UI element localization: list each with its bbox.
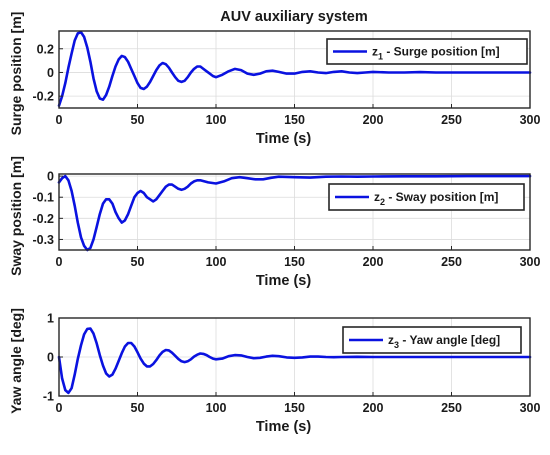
x-tick-label: 300 [520, 255, 541, 269]
y-tick-label: -0.2 [32, 212, 54, 226]
legend-label: - Surge position [m] [383, 45, 500, 59]
x-tick-label: 200 [363, 255, 384, 269]
legend-subscript: 2 [380, 197, 385, 207]
legend-entry: z2 - Sway position [m] [374, 190, 498, 207]
y-tick-label: -0.1 [32, 191, 54, 205]
series-line-surge [57, 30, 532, 107]
x-tick-label: 150 [284, 113, 305, 127]
legend: z3 - Yaw angle [deg] [342, 326, 522, 354]
x-tick-label: 200 [363, 113, 384, 127]
y-axis-label: Surge position [m] [8, 12, 24, 136]
x-axis-label: Time (s) [256, 273, 312, 289]
x-tick-label: 50 [131, 113, 145, 127]
legend-var: z [388, 333, 394, 347]
y-tick-label: -0.3 [32, 233, 54, 247]
legend-label: - Sway position [m] [385, 190, 498, 204]
legend: z1 - Surge position [m] [326, 38, 528, 65]
x-tick-label: 150 [284, 255, 305, 269]
y-tick-label: -1 [43, 390, 54, 404]
legend: z2 - Sway position [m] [328, 183, 525, 211]
x-tick-label: 300 [520, 401, 541, 415]
legend-entry: z1 - Surge position [m] [372, 45, 500, 62]
chart-sway: 0 50 100 150 200 250 300 0 -0.1 -0.2 -0.3 Time (s) S… [8, 156, 540, 289]
x-tick-label: 250 [441, 255, 462, 269]
legend-var: z [374, 190, 380, 204]
legend-entry: z3 - Yaw angle [deg] [388, 333, 500, 350]
series-line-yaw [57, 327, 532, 395]
x-tick-label: 250 [441, 113, 462, 127]
x-tick-label: 0 [56, 113, 63, 127]
legend-subscript: 1 [378, 52, 383, 62]
x-tick-label: 0 [56, 401, 63, 415]
y-tick-label: 1 [47, 312, 54, 326]
y-tick-label: 0 [47, 170, 54, 184]
x-tick-label: 150 [284, 401, 305, 415]
series-line-sway [57, 174, 532, 252]
x-tick-label: 50 [131, 401, 145, 415]
y-tick-label: 0 [47, 66, 54, 80]
x-tick-label: 250 [441, 401, 462, 415]
legend-var: z [372, 45, 378, 59]
x-tick-label: 300 [520, 113, 541, 127]
x-axis-label: Time (s) [256, 419, 312, 435]
y-axis-label: Yaw angle [deg] [8, 308, 24, 414]
legend-label: - Yaw angle [deg] [399, 333, 500, 347]
x-tick-label: 100 [206, 113, 227, 127]
y-tick-label: 0.2 [37, 42, 54, 56]
x-tick-label: 200 [363, 401, 384, 415]
x-tick-label: 100 [206, 255, 227, 269]
x-tick-label: 100 [206, 401, 227, 415]
y-tick-label: 0 [47, 351, 54, 365]
x-tick-label: 50 [131, 255, 145, 269]
y-axis-label: Sway position [m] [8, 156, 24, 276]
legend-subscript: 3 [394, 340, 399, 350]
figure-title: AUV auxiliary system [220, 9, 368, 25]
x-axis-label: Time (s) [256, 131, 312, 147]
y-tick-label: -0.2 [32, 90, 54, 104]
x-tick-label: 0 [56, 255, 63, 269]
legend-box [326, 38, 528, 65]
